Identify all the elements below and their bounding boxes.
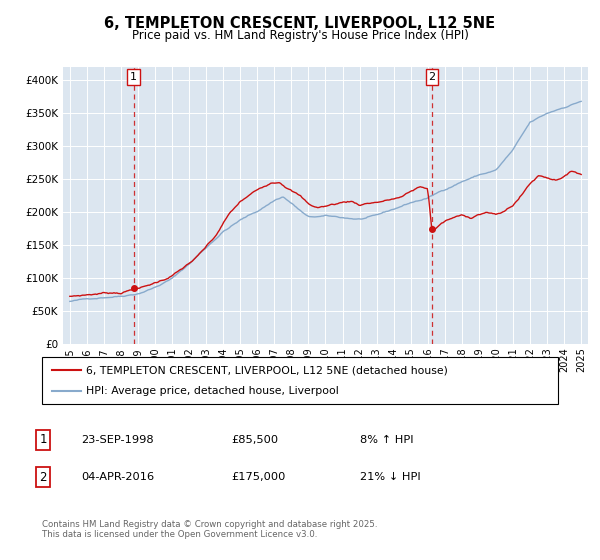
Text: 6, TEMPLETON CRESCENT, LIVERPOOL, L12 5NE (detached house): 6, TEMPLETON CRESCENT, LIVERPOOL, L12 5N… — [86, 365, 448, 375]
Text: 21% ↓ HPI: 21% ↓ HPI — [360, 472, 421, 482]
Text: £175,000: £175,000 — [231, 472, 286, 482]
Text: 2: 2 — [428, 72, 436, 82]
Text: Price paid vs. HM Land Registry's House Price Index (HPI): Price paid vs. HM Land Registry's House … — [131, 29, 469, 42]
Text: 1: 1 — [40, 433, 47, 446]
Text: 04-APR-2016: 04-APR-2016 — [81, 472, 154, 482]
Text: HPI: Average price, detached house, Liverpool: HPI: Average price, detached house, Live… — [86, 386, 338, 396]
Text: 6, TEMPLETON CRESCENT, LIVERPOOL, L12 5NE: 6, TEMPLETON CRESCENT, LIVERPOOL, L12 5N… — [104, 16, 496, 31]
Text: 8% ↑ HPI: 8% ↑ HPI — [360, 435, 413, 445]
Text: 2: 2 — [40, 470, 47, 484]
Text: £85,500: £85,500 — [231, 435, 278, 445]
Text: Contains HM Land Registry data © Crown copyright and database right 2025.
This d: Contains HM Land Registry data © Crown c… — [42, 520, 377, 539]
Text: 23-SEP-1998: 23-SEP-1998 — [81, 435, 154, 445]
Text: 1: 1 — [130, 72, 137, 82]
